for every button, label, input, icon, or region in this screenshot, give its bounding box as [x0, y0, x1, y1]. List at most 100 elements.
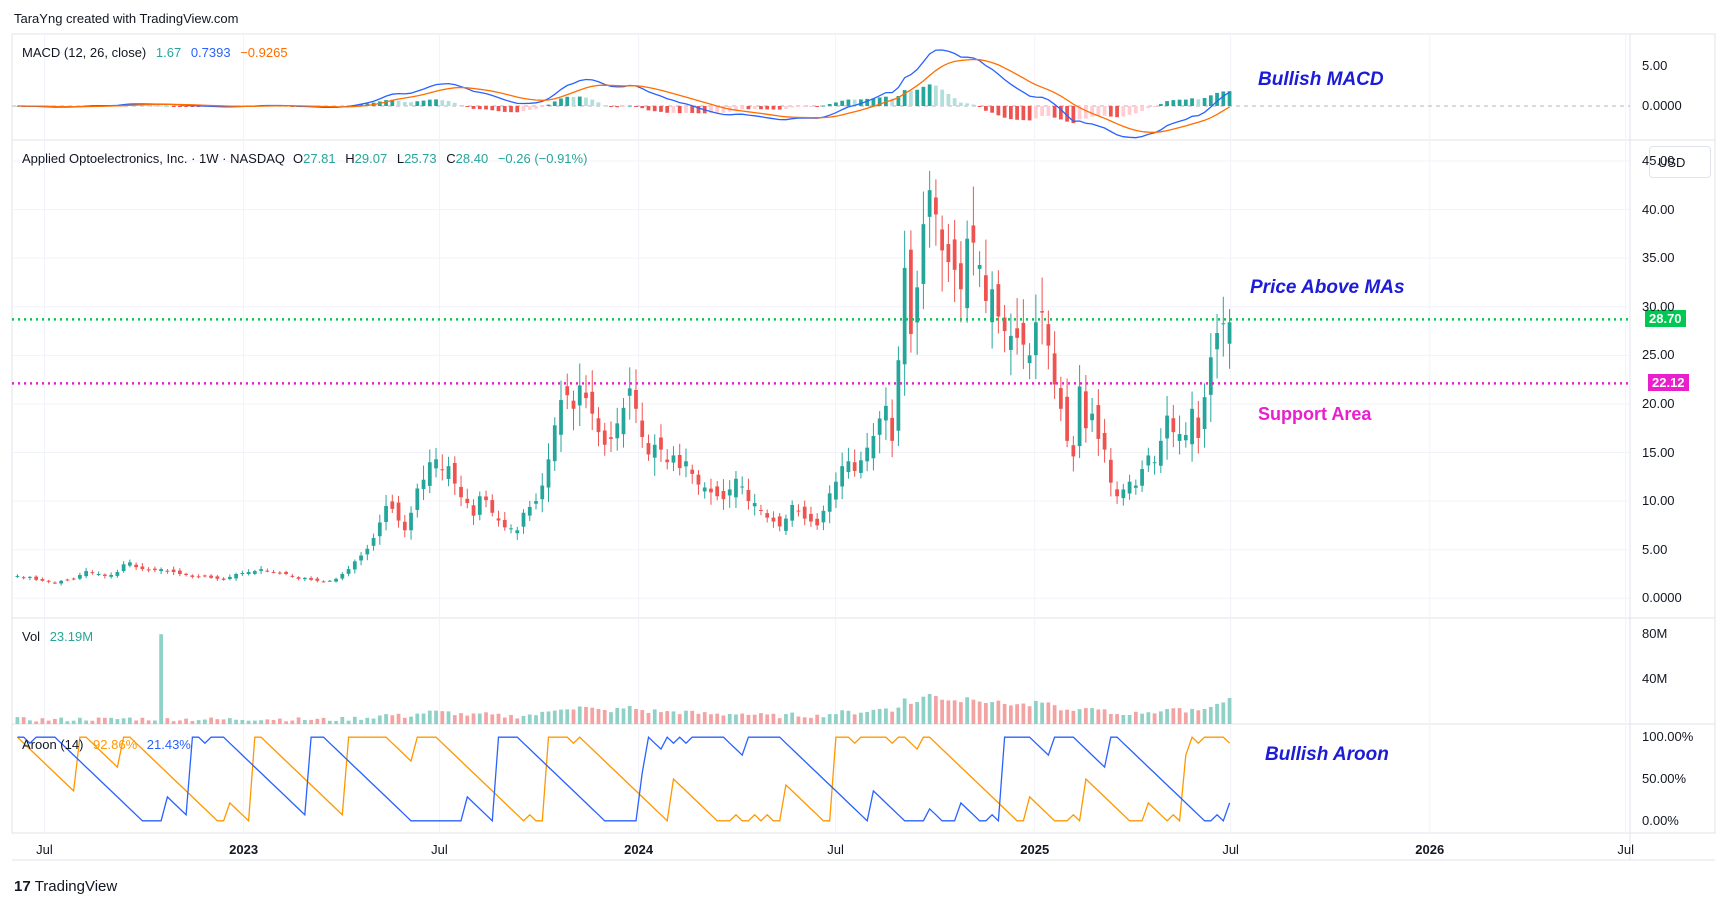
volume-bar [952, 700, 957, 724]
macd-histogram-bar [177, 106, 182, 107]
macd-histogram-bar [1177, 99, 1182, 106]
candle-body [21, 577, 26, 579]
volume-bar [909, 703, 913, 724]
macd-histogram-bar [802, 106, 807, 107]
macd-histogram-bar [609, 106, 613, 107]
open-label: O [292, 151, 304, 166]
candle-body [196, 576, 201, 578]
candle-body [40, 579, 45, 581]
macd-histogram-bar [359, 104, 363, 106]
candle-body [627, 388, 632, 396]
price-y-tick-label: 40.00 [1642, 201, 1675, 217]
candle-body [984, 275, 988, 301]
candle-body [28, 576, 32, 578]
candle-body [546, 459, 551, 488]
volume-bar [59, 717, 64, 724]
volume-bar [327, 720, 332, 724]
candle-body [815, 518, 820, 526]
candle-body [677, 454, 682, 469]
volume-bar [359, 719, 363, 724]
volume-bar [634, 708, 638, 724]
price-legend: Applied Optoelectronics, Inc. · 1W · NAS… [22, 151, 593, 166]
volume-bar [71, 720, 76, 724]
currency-button[interactable]: USD [1649, 146, 1711, 178]
candle-body [959, 263, 963, 290]
volume-bar [771, 713, 776, 724]
volume-bar [1133, 711, 1138, 724]
volume-y-tick-label: 40M [1642, 671, 1668, 687]
candle-body [821, 510, 826, 523]
candle-body [440, 469, 445, 471]
macd-histogram-bar [927, 84, 932, 106]
macd-histogram-bar [659, 106, 663, 112]
aroon-legend-name: Aroon (14) [22, 737, 84, 752]
macd-histogram-bar [471, 106, 476, 109]
volume-bar [140, 717, 145, 724]
close-value: 28.40 [455, 151, 489, 166]
macd-histogram-bar [1127, 106, 1132, 115]
macd-histogram-bar [809, 106, 813, 107]
volume-bar [1102, 709, 1107, 724]
candle-body [459, 486, 463, 498]
macd-histogram-bar [1015, 106, 1019, 120]
volume-bar [652, 709, 657, 724]
high-value: 29.07 [354, 151, 388, 166]
volume-bar [646, 712, 651, 724]
macd-histogram-bar [640, 106, 645, 109]
volume-bar [1158, 711, 1163, 724]
volume-bar [227, 718, 232, 724]
volume-bar [202, 719, 207, 724]
macd-histogram-bar [446, 101, 451, 106]
volume-bar [777, 718, 782, 724]
volume-bar [15, 717, 20, 724]
volume-bar [896, 707, 901, 724]
candle-body [78, 574, 82, 579]
volume-bar [490, 714, 495, 724]
volume-bar [584, 706, 588, 724]
volume-bar [340, 716, 345, 724]
volume-bar [765, 714, 770, 724]
volume-bar [946, 700, 951, 724]
macd-histogram-bar [721, 106, 726, 113]
annotation-bullish-aroon: Bullish Aroon [1265, 744, 1389, 765]
candle-body [927, 190, 932, 217]
volume-bar [1171, 708, 1176, 724]
candle-body [871, 436, 876, 459]
volume-bar [277, 718, 282, 724]
candle-body [1121, 489, 1126, 499]
macd-histogram-bar [646, 106, 651, 111]
tradingview-logo[interactable]: 17 TradingView [14, 878, 117, 895]
candle-body [1083, 391, 1088, 429]
candle-body [477, 496, 482, 515]
macd-histogram-bar [434, 99, 438, 106]
macd-histogram-bar [1083, 106, 1088, 119]
volume-bar [677, 714, 682, 724]
candle-body [471, 505, 476, 516]
candle-body [484, 496, 488, 501]
candle-body [540, 485, 545, 500]
volume-bar [1208, 706, 1213, 724]
volume-bar [452, 715, 457, 724]
volume-bar [665, 711, 670, 724]
aroon-up-line [16, 736, 1231, 823]
volume-bar [521, 715, 526, 724]
volume-bar [671, 711, 676, 724]
candle-body [227, 576, 232, 580]
macd-histogram-bar [490, 106, 495, 111]
macd-histogram-bar [584, 97, 588, 106]
macd-histogram-bar [652, 106, 657, 112]
candle-body [890, 417, 895, 441]
macd-histogram-bar [1190, 98, 1194, 106]
macd-histogram-bar [665, 106, 670, 113]
price-y-tick-label: 30.00 [1642, 298, 1675, 314]
volume-bar [1183, 712, 1188, 724]
macd-histogram-bar [1133, 106, 1138, 114]
volume-bar [1127, 715, 1132, 724]
volume-bar [852, 714, 857, 724]
macd-histogram-bar [190, 106, 195, 107]
candle-body [1227, 322, 1232, 344]
aroon-legend: Aroon (14) 92.86% 21.43% [22, 737, 197, 752]
candle-body [690, 469, 695, 474]
macd-histogram-bar [827, 104, 832, 106]
volume-bar [802, 717, 807, 724]
